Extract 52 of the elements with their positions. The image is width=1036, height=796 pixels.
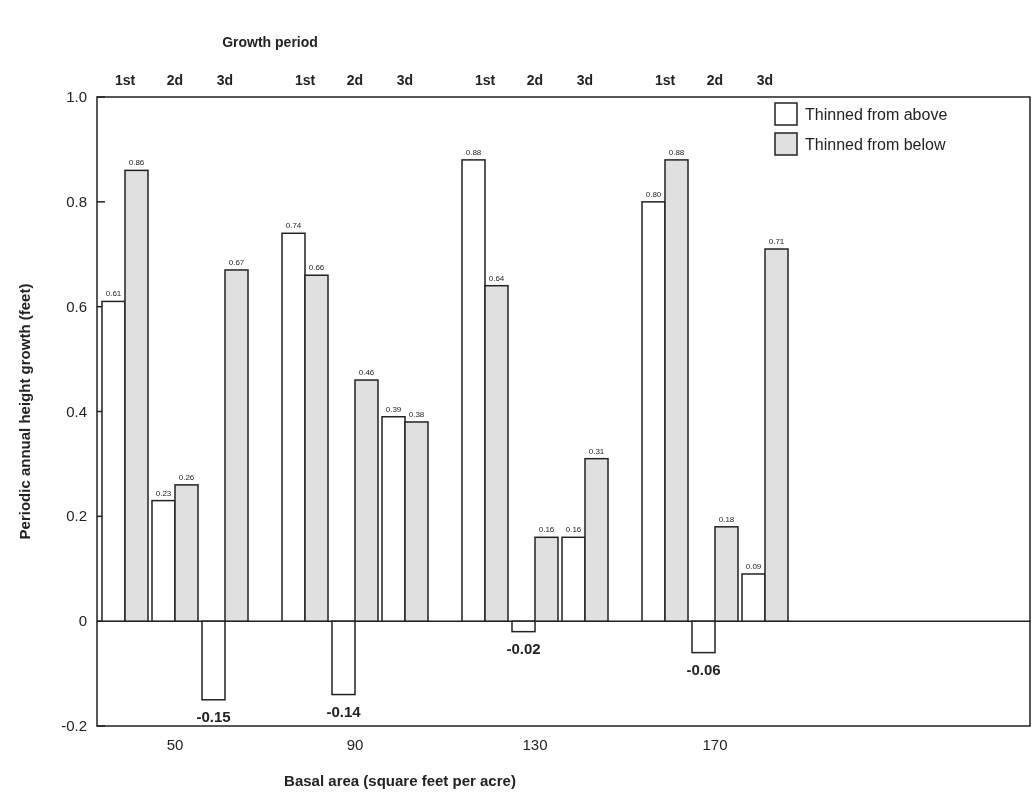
x-tick-label: 1st	[114, 72, 136, 88]
legend-label: Thinned from below	[805, 136, 946, 153]
y-tick-label: 1.0	[66, 88, 87, 105]
x-tick-label: 1st	[474, 72, 496, 88]
data-label: -0.06	[686, 660, 721, 678]
x-tick-label: 3d	[216, 72, 234, 88]
legend-label: Thinned from above	[805, 106, 948, 123]
data-label: 0.80	[645, 189, 662, 199]
data-label: 0.74	[285, 221, 302, 231]
data-label: -0.15	[196, 707, 231, 725]
data-label: 0.31	[588, 446, 605, 456]
data-label: 0.86	[128, 158, 145, 168]
data-label: 0.67	[228, 257, 245, 267]
y-tick-label: 0.2	[66, 507, 87, 525]
data-label: 0.46	[358, 368, 375, 378]
y-tick-label: 0.4	[66, 402, 87, 420]
x-tick-label: 3d	[576, 72, 594, 88]
y-axis-title: Periodic annual height growth (feet)	[16, 283, 33, 540]
data-label: -0.14	[326, 702, 362, 720]
data-label: 0.64	[488, 273, 505, 283]
data-label: 0.88	[465, 147, 482, 157]
text: 130	[522, 736, 548, 753]
data-label: 0.71	[768, 237, 785, 247]
data-label: 0.88	[668, 147, 685, 157]
data-label: 0.16	[538, 525, 555, 535]
data-label: 0.61	[105, 289, 122, 299]
x2-axis-title: Growth period	[222, 34, 318, 50]
text: 90	[346, 736, 364, 753]
data-label: 0.38	[408, 409, 425, 419]
data-label: 0.16	[565, 525, 582, 535]
data-label: 0.66	[308, 263, 325, 273]
y-tick-label: 0	[78, 612, 87, 630]
x-tick-label: 2d	[346, 72, 364, 88]
text: 50	[166, 736, 184, 753]
data-label: 0.39	[385, 404, 402, 414]
x-tick-label: 2d	[526, 72, 544, 88]
data-label: 0.18	[718, 514, 735, 524]
x-axis-title: Basal area (square feet per acre)	[284, 772, 516, 789]
x-tick-label: 2d	[166, 72, 184, 88]
x-tick-label: 3d	[756, 72, 774, 88]
text: 170	[702, 736, 728, 753]
data-label: 0.09	[745, 561, 762, 571]
y-tick-label: 0.8	[66, 192, 87, 210]
x-tick-label: 2d	[706, 72, 724, 88]
x-tick-label: 1st	[294, 72, 316, 88]
y-tick-label: 0.6	[66, 297, 87, 315]
data-label: 0.23	[155, 488, 172, 498]
y-tick-label: -0.2	[61, 717, 87, 734]
data-label: -0.02	[506, 639, 541, 657]
x-tick-label: 1st	[654, 72, 676, 88]
x-tick-label: 3d	[396, 72, 414, 88]
data-label: 0.26	[178, 472, 195, 482]
